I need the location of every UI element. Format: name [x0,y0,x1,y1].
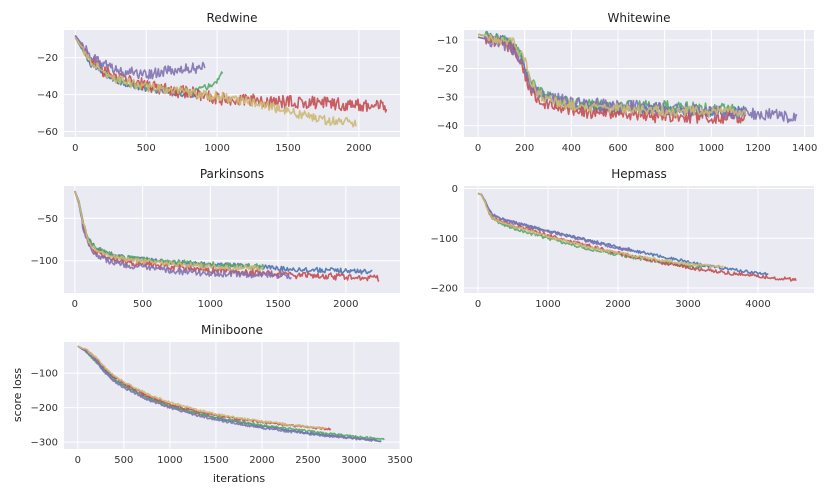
series-line-4 [74,35,206,80]
y-tick-label: −20 [37,53,58,64]
x-tick-label: 200 [515,143,534,154]
series-line-4 [74,190,292,280]
x-tick-label: 1200 [745,143,770,154]
y-tick-label: −300 [31,438,58,449]
x-tick-label: 400 [562,143,581,154]
y-tick-label: −100 [431,234,458,245]
shared-x-axis-label: iterations [213,472,265,485]
x-tick-label: 0 [72,299,78,310]
x-tick-label: 4000 [745,299,770,310]
x-tick-label: 1000 [699,143,724,154]
x-tick-label: 2000 [605,299,630,310]
series-line-5 [77,345,326,430]
subplot-title: Hepmass [611,167,667,181]
y-tick-label: −20 [437,64,458,75]
y-tick-label: −10 [437,35,458,46]
x-tick-label: 500 [114,455,133,466]
x-tick-label: 3500 [387,455,412,466]
x-tick-label: 1000 [535,299,560,310]
x-tick-label: 1500 [265,299,290,310]
x-tick-label: 2000 [346,143,371,154]
x-tick-label: 500 [137,143,156,154]
shared-y-axis-label: score loss [11,368,24,423]
x-tick-label: 2000 [249,455,274,466]
x-tick-label: 1000 [198,299,223,310]
subplot-miniboone: 0 500 1000 1500 2000 2500 3000 3500 −100 −200 −300… [31,323,413,466]
x-tick-label: 0 [475,299,481,310]
x-tick-label: 1500 [275,143,300,154]
series-line-4 [477,35,798,124]
y-tick-label: −40 [437,121,458,132]
series-line-2 [77,345,385,441]
x-tick-label: 0 [475,143,481,154]
x-tick-label: 600 [608,143,627,154]
x-tick-label: 0 [75,455,81,466]
subplot-parkinsons: 0 500 1000 1500 2000 −50 −100 Parkinsons [31,167,400,310]
series-line-5 [477,33,747,118]
plot-area [64,342,400,449]
x-tick-label: 1400 [792,143,817,154]
series-line-1 [74,37,204,98]
y-tick-label: −30 [437,93,458,104]
y-tick-label: −60 [37,127,58,138]
y-tick-label: −40 [37,90,58,101]
series-line-4 [477,192,632,252]
subplot-title: Whitewine [607,11,670,25]
x-tick-label: 1000 [157,455,182,466]
subplot-hepmass: 0 1000 2000 3000 4000 0 −100 −200 Hepmass [431,167,814,310]
y-tick-label: 0 [452,184,458,195]
x-tick-label: 2000 [333,299,358,310]
x-tick-label: 500 [133,299,152,310]
x-tick-label: 1500 [203,455,228,466]
y-tick-label: −200 [31,403,58,414]
y-tick-label: −100 [31,369,58,380]
series-line-5 [477,192,724,269]
x-tick-label: 2500 [295,455,320,466]
plot-area [64,186,400,293]
subplot-redwine: 0 500 1000 1500 2000 −20 −40 −60 Redwine [37,11,400,154]
x-tick-label: 3000 [675,299,700,310]
y-tick-label: −50 [37,214,58,225]
subplot-whitewine: 0 200 400 600 800 1000 1200 1400 −10 −20 −30 −40 Whi… [437,11,818,154]
y-tick-label: −200 [431,284,458,295]
series-line-4 [77,345,377,442]
x-tick-label: 1000 [204,143,229,154]
x-tick-label: 3000 [341,455,366,466]
series-line-5 [74,36,357,128]
series-line-5 [74,190,264,272]
subplot-title: Parkinsons [200,167,264,181]
subplot-title: Miniboone [201,323,263,337]
y-tick-label: −100 [31,256,58,267]
x-tick-label: 800 [655,143,674,154]
subplot-title: Redwine [207,11,258,25]
x-tick-label: 0 [72,143,78,154]
